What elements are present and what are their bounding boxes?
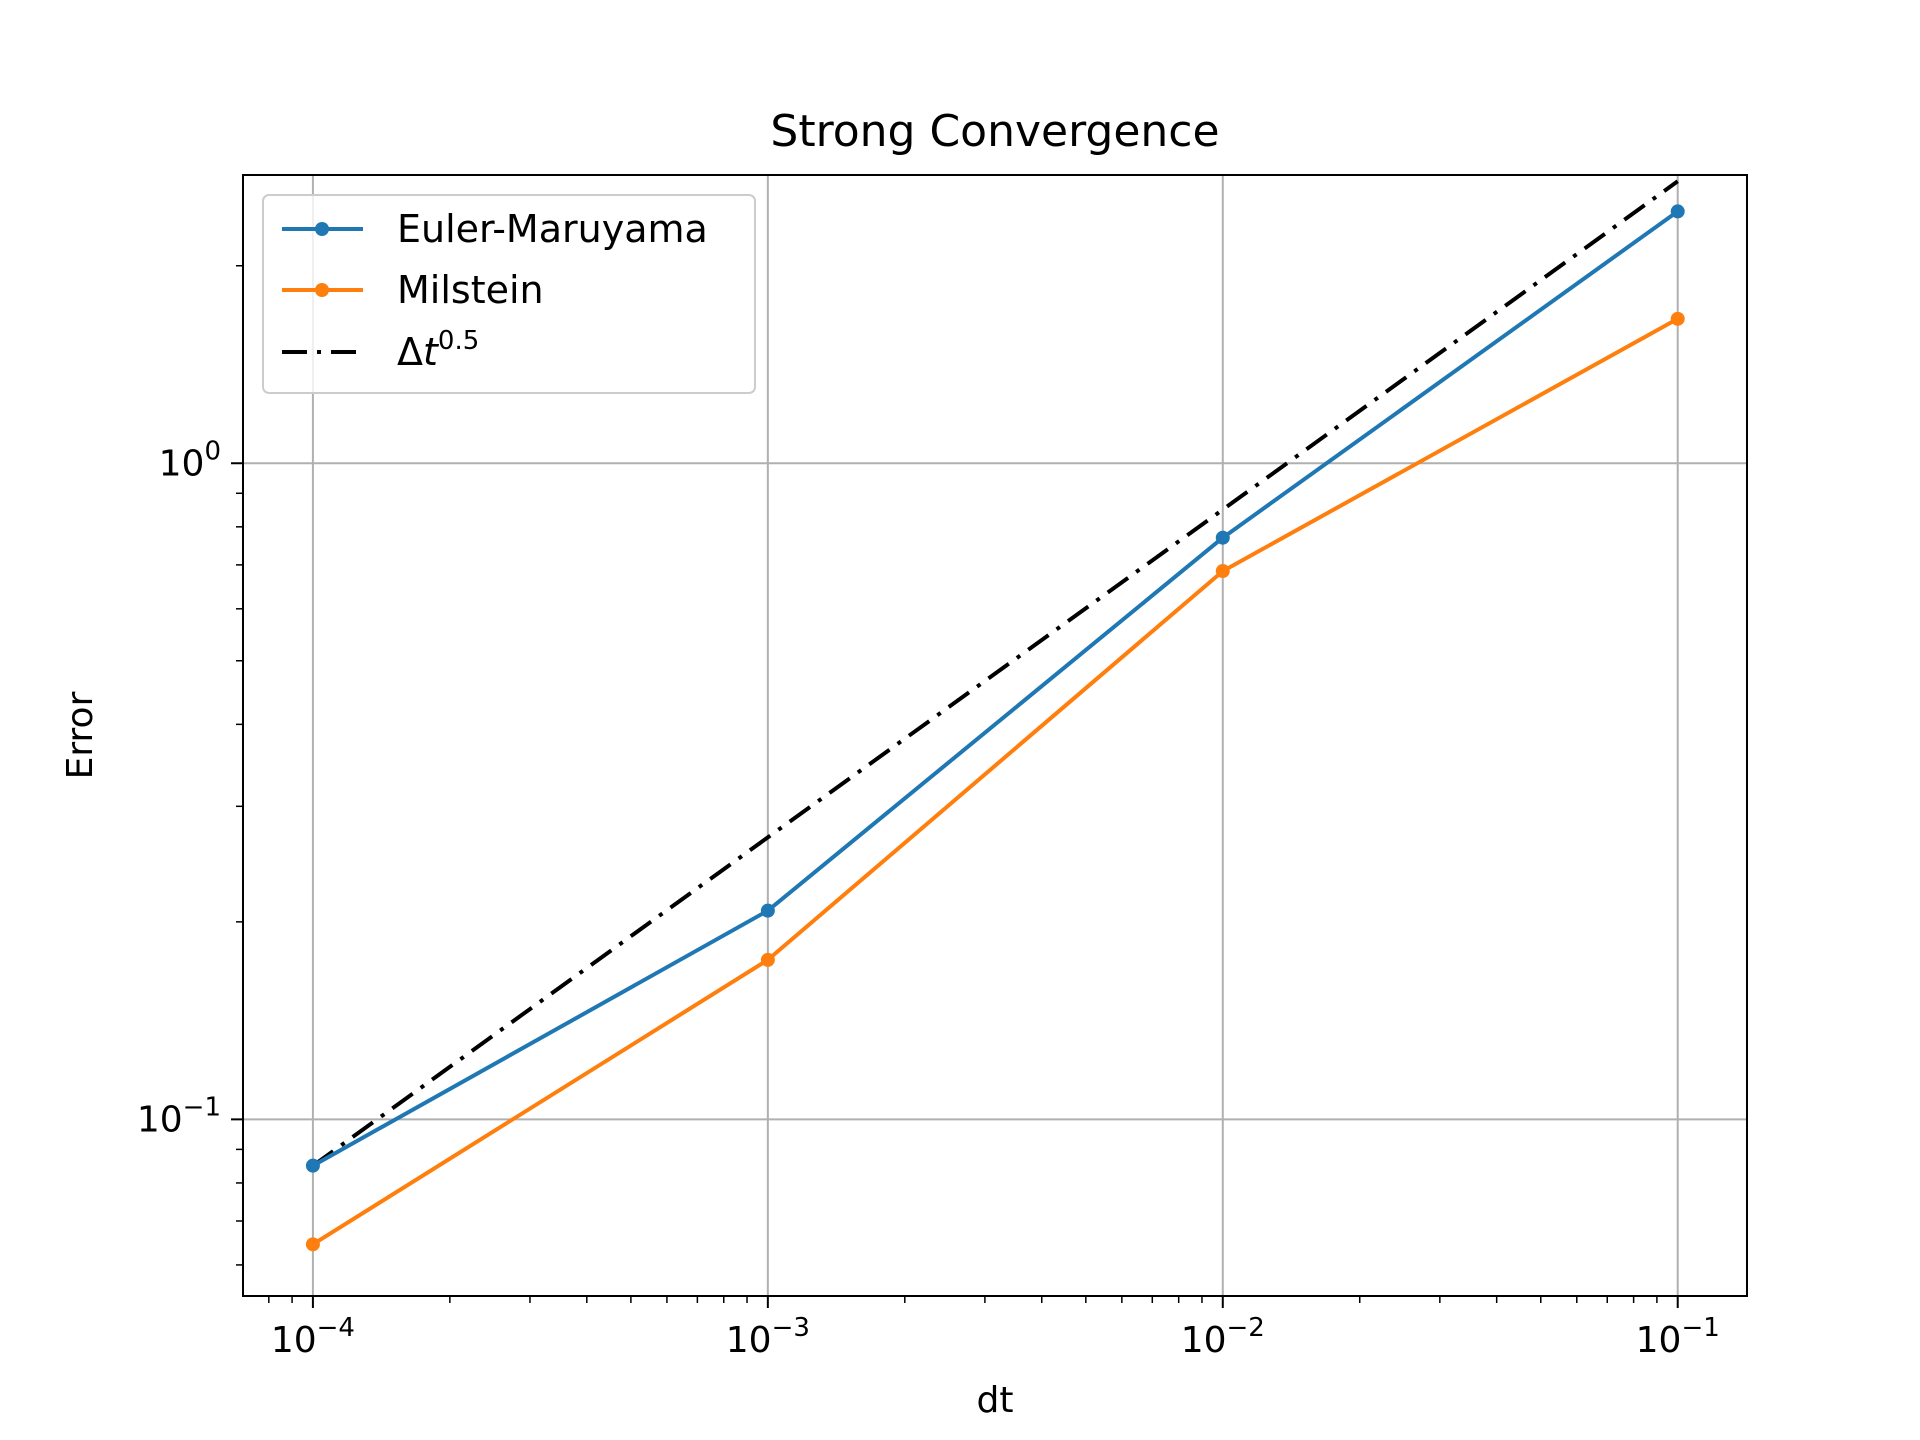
series-layer [305,179,1685,1252]
legend-marker [315,222,329,236]
legend-label: Euler-Maruyama [397,207,708,251]
data-point-milstein [760,952,775,967]
chart-title: Strong Convergence [770,106,1219,157]
data-point-milstein [1670,311,1685,326]
x-tick-label: 10−2 [1181,1313,1265,1361]
data-point-euler-maruyama [1215,530,1230,545]
legend-marker [315,283,329,297]
y-tick-label: 10−1 [137,1092,221,1140]
x-axis-label: dt [977,1380,1014,1421]
y-tick-label: 100 [159,436,221,484]
series-line-milstein [311,317,1679,1246]
y-axis-label: Error [60,691,101,779]
data-point-milstein [1215,564,1230,579]
series-line-t-0-5 [311,179,1679,1168]
data-point-euler-maruyama [305,1158,320,1173]
legend-label: Milstein [397,268,544,312]
data-point-euler-maruyama [1670,204,1685,219]
legend-box [262,194,756,394]
series-line-euler-maruyama [311,209,1679,1168]
ticks: 10−4 10−3 10−2 10−1 10−1 100 [137,264,1720,1361]
plot-frame [242,174,1748,1297]
x-tick-label: 10−4 [271,1313,355,1361]
x-tick-label: 10−1 [1636,1313,1720,1361]
legend-label: Δt0.5 [397,326,479,374]
data-point-milstein [305,1237,320,1252]
data-point-euler-maruyama [760,903,775,918]
x-tick-label: 10−3 [726,1313,810,1361]
legend: Euler-Maruyama Milstein Δt0.5 [262,194,756,394]
